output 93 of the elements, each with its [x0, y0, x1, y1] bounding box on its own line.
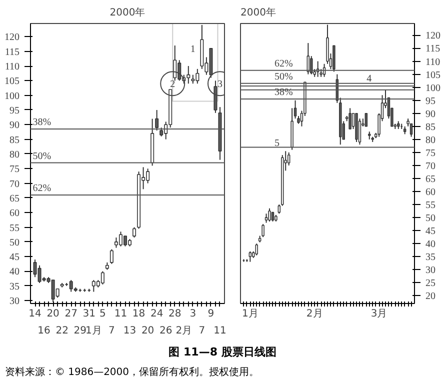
y-tick-label: 115 [4, 46, 20, 58]
x-tick-label: 2月 [306, 308, 323, 320]
y-tick-label: 35 [426, 252, 436, 264]
chart-title: 2000年 [240, 6, 276, 18]
y-tick-label: 110 [4, 62, 20, 73]
x-tick-label: 11 [114, 308, 128, 320]
y-tick-label: 60 [426, 187, 436, 198]
y-tick-label: 60 [10, 208, 20, 220]
annotation: 38% [32, 117, 52, 128]
annotation: 50% [32, 150, 52, 162]
y-tick-label: 95 [10, 105, 20, 116]
y-tick-label: 115 [426, 44, 440, 55]
x-tick-label: 13 [123, 326, 136, 336]
y-tick-label: 65 [426, 174, 436, 185]
x-tick-label: 7 [108, 326, 115, 336]
y-tick-label: 110 [426, 56, 440, 68]
y-tick-label: 95 [426, 96, 436, 107]
y-tick-label: 45 [426, 226, 436, 238]
x-tick-label: 24 [150, 308, 164, 320]
annotation: 62% [32, 183, 52, 194]
x-tick-label: 3 [190, 308, 196, 320]
y-tick-label: 45 [10, 252, 20, 264]
y-tick-label: 25 [426, 278, 436, 290]
y-tick-label: 70 [10, 178, 20, 190]
x-tick-label: 11 [214, 326, 226, 336]
y-tick-label: 35 [10, 281, 20, 292]
x-tick-label: 9 [208, 308, 214, 320]
candlestick [271, 212, 274, 222]
y-tick-label: 65 [10, 193, 20, 204]
annotation: 5 [274, 138, 280, 150]
candlestick [264, 213, 268, 224]
y-tick-label: 55 [10, 222, 20, 234]
x-tick-label: 16 [38, 326, 50, 336]
y-tick-label: 50 [10, 237, 20, 248]
y-tick-label: 55 [426, 200, 436, 212]
x-tick-label: 20 [46, 308, 60, 320]
annotation: 1 [190, 44, 196, 55]
x-tick-label: 14 [28, 308, 42, 320]
x-tick-label: 28 [168, 308, 182, 320]
y-tick-label: 20 [426, 291, 436, 302]
x-tick-label: 7 [198, 326, 206, 336]
text: 资料来源：© 1986—2000，保留所有权利。授权使用。 [4, 366, 260, 378]
x-tick-label: 27 [64, 308, 78, 320]
y-tick-label: 85 [426, 122, 436, 133]
annotation: 38% [274, 87, 293, 98]
annotation: 62% [274, 58, 293, 70]
candlestick [268, 208, 271, 222]
candlestick [110, 248, 114, 264]
y-tick-label: 75 [426, 148, 436, 159]
x-tick-label: 31 [82, 308, 96, 320]
x-tick-label: 29 [74, 326, 86, 336]
y-tick-label: 70 [426, 160, 436, 172]
y-tick-label: 90 [426, 108, 436, 120]
y-tick-label: 40 [10, 266, 20, 278]
y-tick-label: 120 [426, 30, 440, 42]
chart-title: 2000年 [110, 6, 146, 18]
candlestick [248, 250, 252, 262]
x-tick-label: 26 [159, 326, 172, 336]
x-tick-label: 1月 [85, 326, 102, 336]
candlestick [132, 226, 136, 238]
candlestick [100, 270, 104, 285]
y-tick-label: 80 [10, 149, 20, 160]
y-tick-label: 80 [426, 134, 436, 146]
candlestick [255, 243, 258, 256]
annotation: 4 [366, 73, 372, 84]
x-tick-label: 2月 [176, 326, 192, 336]
y-tick-label: 90 [10, 120, 20, 132]
x-tick-label: 3月 [370, 308, 388, 320]
annotation: 3 [217, 79, 222, 90]
y-tick-label: 30 [10, 296, 20, 308]
candlestick [214, 80, 218, 114]
annotation: 50% [274, 71, 293, 82]
x-tick-label: 22 [56, 326, 68, 336]
y-tick-label: 100 [4, 90, 20, 102]
y-tick-label: 105 [4, 76, 20, 88]
y-tick-label: 30 [426, 265, 436, 276]
y-tick-label: 40 [426, 239, 436, 250]
y-tick-label: 120 [4, 32, 20, 44]
annotation: 2 [170, 79, 176, 90]
x-tick-label: 18 [132, 308, 146, 320]
y-tick-label: 75 [10, 164, 20, 176]
y-tick-label: 50 [426, 213, 436, 224]
x-tick-label: 5 [100, 308, 106, 320]
y-tick-label: 85 [10, 134, 20, 146]
candlestick [262, 224, 264, 238]
x-tick-label: 1月 [242, 308, 258, 320]
x-tick-label: 20 [141, 326, 154, 336]
y-tick-label: 100 [426, 82, 440, 94]
text: 图 11—8 股票日线图 [168, 345, 276, 358]
candlestick [173, 44, 177, 82]
y-tick-label: 105 [426, 70, 440, 81]
candlestick [364, 112, 368, 127]
candlestick [348, 108, 352, 130]
